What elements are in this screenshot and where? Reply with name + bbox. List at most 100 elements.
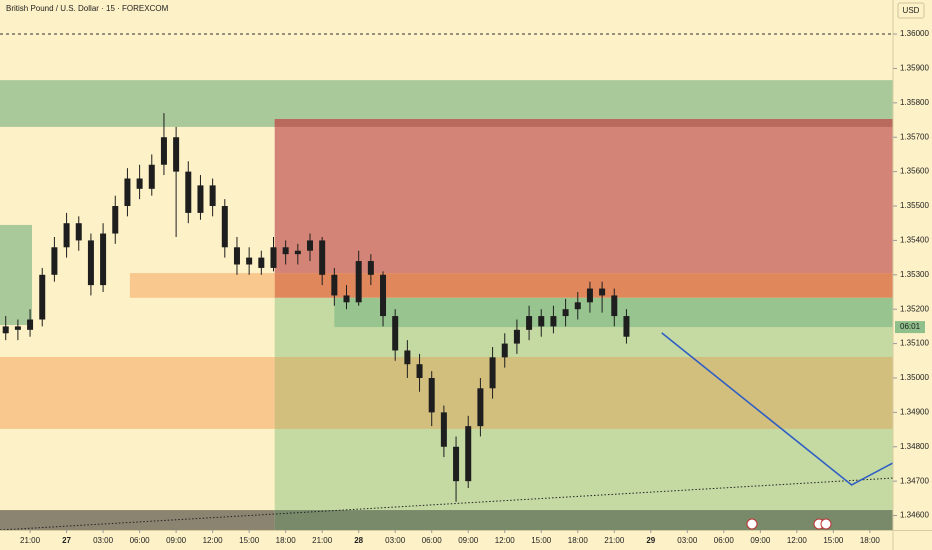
x-tick-label: 12:00 [495,536,516,545]
x-tick-label: 12:00 [203,536,224,545]
candle-body [39,274,46,320]
candle-body [209,185,216,207]
x-tick-label: 12:00 [787,536,808,545]
candle-body [611,295,618,317]
candle-body [453,446,460,482]
projection-line [661,332,894,486]
candle-body [501,343,508,358]
candle-body [160,137,167,165]
x-tick-label: 03:00 [677,536,698,545]
candle-body [562,309,569,317]
y-tick-label: 1.35900 [900,64,929,73]
candle-body [489,357,496,389]
zone [274,510,893,530]
y-tick-label: 1.36000 [900,29,929,38]
x-tick-label: 21:00 [312,536,333,545]
y-tick-label: 1.34700 [900,476,929,485]
y-tick-label: 1.35000 [900,373,929,382]
x-tick-label: 06:00 [422,536,443,545]
x-tick-label: 03:00 [93,536,114,545]
candle-body [282,247,289,255]
x-tick-label: 15:00 [239,536,260,545]
y-tick-label: 1.35300 [900,270,929,279]
candle-body [233,247,240,265]
candle-body [526,316,533,330]
candle-body [574,302,581,310]
candle-body [538,316,545,327]
x-tick-label: 15:00 [823,536,844,545]
y-tick-label: 1.35100 [900,339,929,348]
candle-body [307,240,314,251]
candle-body [2,326,9,334]
zone [0,224,33,326]
y-tick-label: 1.35800 [900,98,929,107]
candle-body [14,326,21,330]
candle-body [246,257,253,265]
x-tick-label: 03:00 [385,536,406,545]
x-tick-label: 21:00 [20,536,41,545]
candle-body [136,178,143,189]
candle-body [112,206,119,234]
x-tick-label: 21:00 [604,536,625,545]
candle-body [586,288,593,303]
event-flag[interactable] [820,518,832,530]
x-tick-label: 18:00 [568,536,589,545]
candle-body [477,388,484,427]
countdown-box [895,321,925,334]
x-tick-label: 15:00 [531,536,552,545]
zone [0,510,275,530]
candle-body [550,316,557,327]
candle-body [623,316,630,337]
candle-body [380,274,387,317]
candle-body [440,412,447,447]
candle-body [319,240,326,275]
candle-body [51,247,58,275]
currency[interactable]: USD [903,6,920,15]
x-tick-label: 28 [354,536,363,545]
zone [0,357,275,429]
y-tick-label: 1.34800 [900,442,929,451]
currency-box[interactable] [897,2,925,19]
x-tick-label: 06:00 [130,536,151,545]
candle-body [63,223,70,248]
candle-body [331,274,338,296]
candle-body [599,288,606,296]
candle-body [270,247,277,268]
y-tick-label: 1.34900 [900,407,929,416]
candle-body [367,261,374,275]
y-tick-label: 1.35500 [900,201,929,210]
candle-body [197,185,204,213]
candle-body [404,350,411,365]
candle-body [258,257,265,268]
zone [274,357,893,429]
zone [129,273,275,298]
y-tick-label: 1.35700 [900,132,929,141]
candle-body [185,171,192,213]
candle-body [392,316,399,351]
candle-body [513,329,520,344]
candle-body [124,178,131,207]
x-tick-label: 09:00 [750,536,771,545]
zone [274,119,893,274]
y-tick-label: 1.35400 [900,236,929,245]
candle-body [173,137,180,172]
y-tick-label: 1.34600 [900,511,929,520]
x-tick-label: 09:00 [458,536,479,545]
event-flag[interactable] [746,518,758,530]
candle-body [148,164,155,189]
candle-body [465,426,472,482]
candle-body [416,364,423,378]
candle-body [27,319,34,330]
chart-title: British Pound / U.S. Dollar · 15 · FOREX… [6,4,169,13]
zone [274,273,893,298]
zone [274,119,893,127]
x-tick-label: 09:00 [166,536,187,545]
candle-body [87,240,94,286]
y-tick-label: 1.35600 [900,167,929,176]
candle-body [355,261,362,303]
candle-body [294,250,301,255]
x-tick-label: 06:00 [714,536,735,545]
x-tick-label: 29 [646,536,655,545]
candle-body [343,295,350,303]
